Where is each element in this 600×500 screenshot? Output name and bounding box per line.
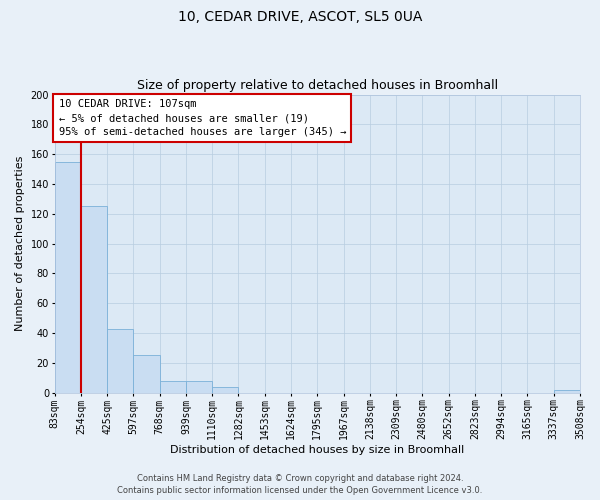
- Bar: [55, 162, 81, 393]
- X-axis label: Distribution of detached houses by size in Broomhall: Distribution of detached houses by size …: [170, 445, 464, 455]
- Y-axis label: Number of detached properties: Number of detached properties: [15, 156, 25, 332]
- Bar: [160, 381, 186, 393]
- Bar: [554, 390, 580, 393]
- Bar: [186, 381, 212, 393]
- Title: Size of property relative to detached houses in Broomhall: Size of property relative to detached ho…: [137, 79, 498, 92]
- Bar: [107, 328, 133, 393]
- Bar: [133, 356, 160, 393]
- Text: Contains HM Land Registry data © Crown copyright and database right 2024.
Contai: Contains HM Land Registry data © Crown c…: [118, 474, 482, 495]
- Bar: [212, 387, 238, 393]
- Text: 10 CEDAR DRIVE: 107sqm
← 5% of detached houses are smaller (19)
95% of semi-deta: 10 CEDAR DRIVE: 107sqm ← 5% of detached …: [59, 99, 346, 137]
- Bar: [81, 206, 107, 393]
- Text: 10, CEDAR DRIVE, ASCOT, SL5 0UA: 10, CEDAR DRIVE, ASCOT, SL5 0UA: [178, 10, 422, 24]
